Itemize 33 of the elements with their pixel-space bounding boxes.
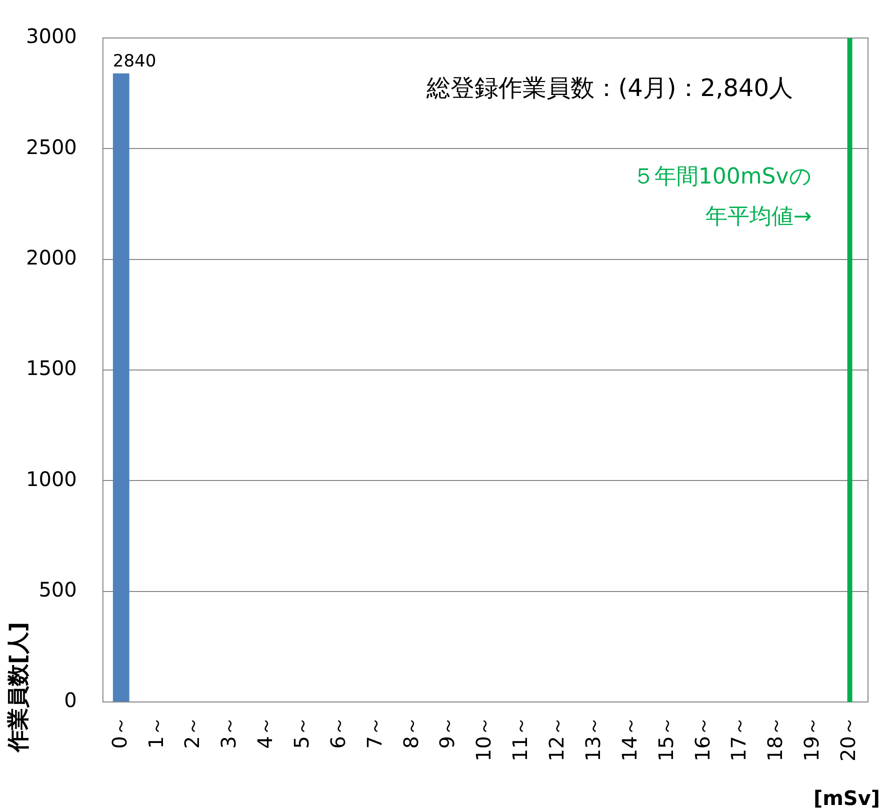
- x-tick-label: 11～: [508, 716, 532, 762]
- y-tick-label: 0: [64, 688, 77, 712]
- x-tick-label: 16～: [690, 716, 714, 762]
- x-tick-label: 7～: [362, 716, 386, 749]
- ref-line-label: ５年間100mSvの年平均値→: [632, 164, 812, 230]
- x-tick-label: 15～: [654, 716, 678, 762]
- x-tick-label: 10～: [472, 716, 496, 762]
- x-tick-label: 19～: [800, 716, 824, 762]
- x-tick-label: 17～: [726, 716, 751, 762]
- x-tick-label: 18～: [763, 716, 788, 762]
- y-tick-label: 1500: [26, 356, 77, 380]
- data-label: 2840: [112, 51, 156, 72]
- x-tick-label: 12～: [544, 716, 569, 762]
- x-tick-label: 9～: [435, 716, 460, 749]
- x-tick-label: 14～: [617, 716, 642, 762]
- x-tick-label: 3～: [216, 716, 241, 749]
- x-tick-label: 8～: [398, 716, 423, 749]
- y-tick-label: 2500: [26, 134, 77, 159]
- x-tick-label: 0～: [107, 716, 132, 749]
- annotation: 総登録作業員数：(4月)：2,840人: [425, 74, 793, 102]
- x-tick-label: 20～: [836, 716, 860, 762]
- y-axis-title: 作業員数[人]: [6, 622, 32, 753]
- x-tick-label: 13～: [580, 716, 605, 762]
- x-tick-label: 5～: [289, 716, 314, 749]
- x-axis-title: [mSv]: [813, 786, 880, 810]
- y-tick-label: 1000: [26, 466, 77, 491]
- y-tick-label: 2000: [26, 246, 77, 270]
- y-tick-label: 3000: [26, 24, 77, 48]
- x-tick-label: 4～: [253, 716, 278, 749]
- y-tick-label: 500: [38, 578, 77, 602]
- x-tick-label: 6～: [326, 716, 350, 749]
- x-tick-label: 1～: [144, 716, 168, 749]
- x-tick-label: 2～: [180, 716, 204, 749]
